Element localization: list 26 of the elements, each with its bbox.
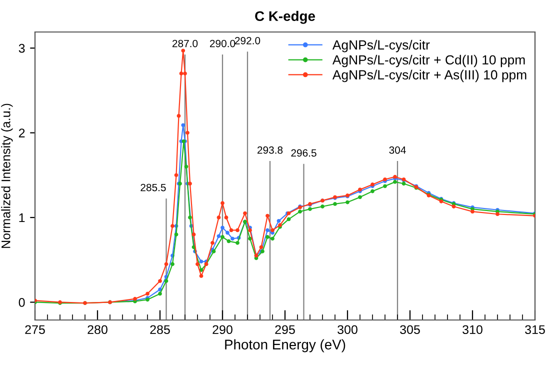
ref-line-label: 287.0 [172,40,198,48]
x-axis-title: Photon Energy (eV) [225,339,346,352]
y-axis-title: Normalized Intensity (a.u.) [1,104,13,248]
ref-line-label: 285.5 [140,184,166,192]
x-tick-label: 305 [400,325,420,334]
y-tick-label: 1 [19,213,25,222]
x-tick-label: 280 [88,325,108,334]
ref-line-label: 304 [389,146,406,154]
y-tick-label: 0 [18,298,25,307]
x-tick-label: 275 [25,325,45,334]
chart-title: C K-edge [255,10,316,24]
legend-label: AgNPs/L-cys/citr [332,40,430,52]
x-tick-label: 290 [212,325,232,334]
ref-line-label: 292.0 [234,36,260,44]
legend-label: AgNPs/L-cys/citr + As(III) 10 ppm [332,70,526,82]
ref-line-label: 293.8 [257,146,283,154]
y-tick-label: 3 [18,44,25,53]
ref-line-label: 296.5 [291,149,316,157]
x-tick-label: 310 [462,325,482,334]
x-tick-label: 285 [150,325,170,334]
x-tick-label: 315 [525,325,545,334]
x-tick-label: 295 [275,325,295,334]
ref-line-label: 290.0 [210,40,236,48]
y-tick-label: 2 [18,128,25,138]
legend-label: AgNPs/L-cys/citr + Cd(II) 10 ppm [332,54,525,68]
x-tick-label: 300 [338,325,358,334]
